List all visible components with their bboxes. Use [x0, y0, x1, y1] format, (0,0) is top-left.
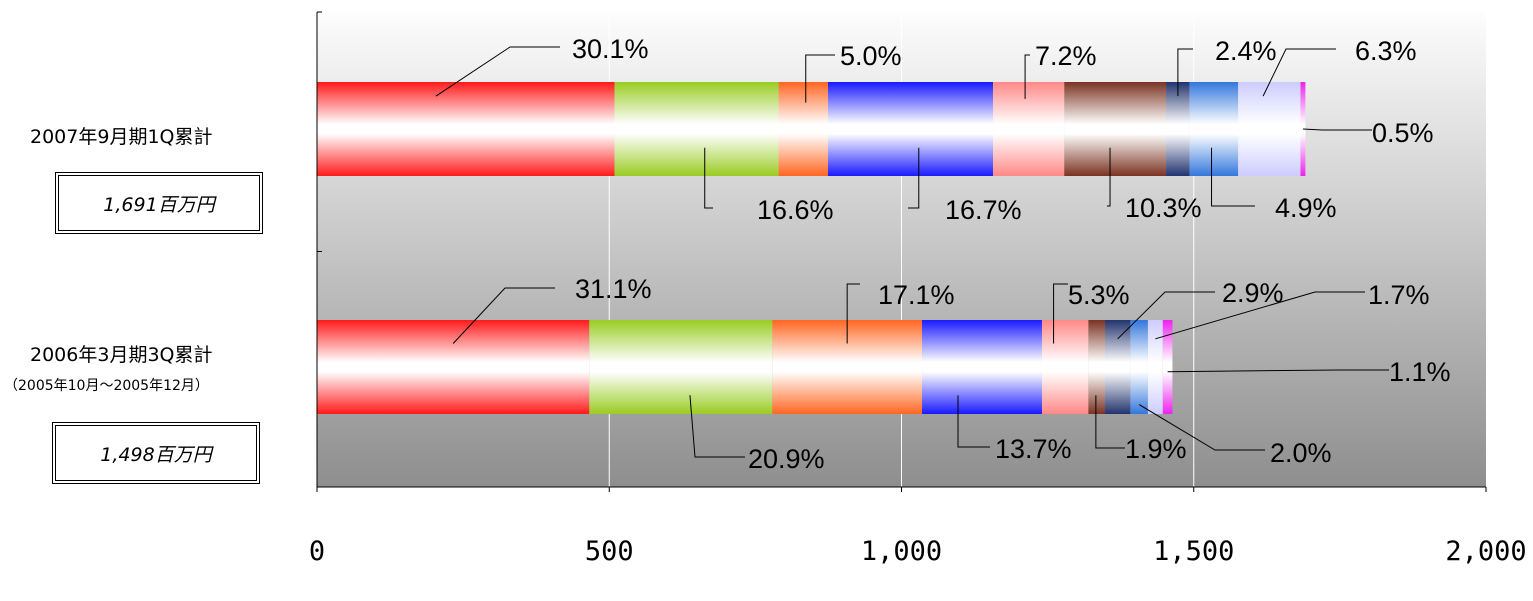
data-label: 31.1%	[575, 274, 652, 304]
data-label: 2.4%	[1215, 36, 1277, 66]
leader-line	[1211, 147, 1255, 207]
data-label: 5.0%	[840, 41, 902, 71]
leader-line	[452, 287, 555, 344]
data-label: 2.0%	[1270, 438, 1332, 468]
leader-line	[908, 147, 920, 209]
bar-segment	[1088, 320, 1106, 414]
leader-line	[1107, 147, 1111, 207]
data-label: 20.9%	[748, 444, 825, 474]
x-tick-label: 500	[585, 536, 634, 567]
bar-segment	[317, 320, 590, 414]
bar-segment	[614, 82, 779, 176]
leader-line	[1095, 395, 1125, 449]
leader-line	[1177, 48, 1193, 97]
data-label: 16.6%	[757, 195, 834, 225]
data-label: 5.3%	[1068, 280, 1130, 310]
bar-segment	[778, 82, 828, 176]
data-label: 10.3%	[1125, 193, 1202, 223]
x-tick-label: 1,000	[861, 536, 942, 567]
data-label: 1.7%	[1368, 280, 1430, 310]
leader-line	[1138, 404, 1265, 451]
bar-segment	[317, 82, 615, 176]
bar-segment	[589, 320, 773, 414]
data-label: 6.3%	[1355, 36, 1417, 66]
bar-segment	[1105, 320, 1131, 414]
data-label: 1.1%	[1389, 357, 1451, 387]
data-label: 4.9%	[1275, 193, 1337, 223]
x-tick-label: 1,500	[1153, 536, 1234, 567]
total-box-2006: 1,498百万円	[52, 422, 260, 484]
leader-line	[1167, 369, 1389, 373]
leader-line	[689, 395, 745, 458]
leader-line	[1053, 283, 1068, 344]
data-label: 1.9%	[1125, 434, 1187, 464]
category-label-2007: 2007年9月期1Q累計	[30, 126, 213, 148]
leader-line	[1155, 291, 1365, 340]
leader-line	[805, 54, 835, 103]
x-tick-label: 2,000	[1445, 536, 1526, 567]
bar-segment	[922, 320, 1042, 414]
data-label: 2.9%	[1222, 278, 1284, 308]
category-sublabel-2006: （2005年10月～2005年12月）	[4, 378, 209, 394]
leader-line	[435, 46, 560, 97]
data-label: 30.1%	[572, 34, 649, 64]
data-label: 13.7%	[995, 434, 1072, 464]
data-label: 16.7%	[945, 195, 1022, 225]
x-tick-label: 0	[309, 536, 325, 567]
bar-segment	[1238, 82, 1301, 176]
leader-line	[1117, 291, 1215, 340]
leader-line	[1302, 128, 1372, 131]
bar-segment	[1162, 320, 1173, 414]
leader-line	[957, 395, 990, 448]
total-box-2007: 1,691百万円	[55, 172, 263, 234]
bar-segment	[1300, 82, 1306, 176]
bar-segment	[1064, 82, 1167, 176]
bar-segment	[1166, 82, 1190, 176]
bar-segment	[1130, 320, 1148, 414]
bar-segment	[1189, 82, 1239, 176]
leader-line	[704, 147, 713, 209]
data-label: 17.1%	[878, 280, 955, 310]
bar-segment	[827, 82, 994, 176]
bar-segment	[993, 82, 1065, 176]
leader-line	[1262, 48, 1336, 97]
bar-segment	[1041, 320, 1089, 414]
leader-line	[1024, 54, 1030, 99]
data-label: 7.2%	[1035, 41, 1097, 71]
category-label-2006: 2006年3月期3Q累計	[30, 344, 213, 366]
bar-segment	[1147, 320, 1163, 414]
data-label: 0.5%	[1372, 118, 1434, 148]
leader-line	[846, 283, 860, 344]
